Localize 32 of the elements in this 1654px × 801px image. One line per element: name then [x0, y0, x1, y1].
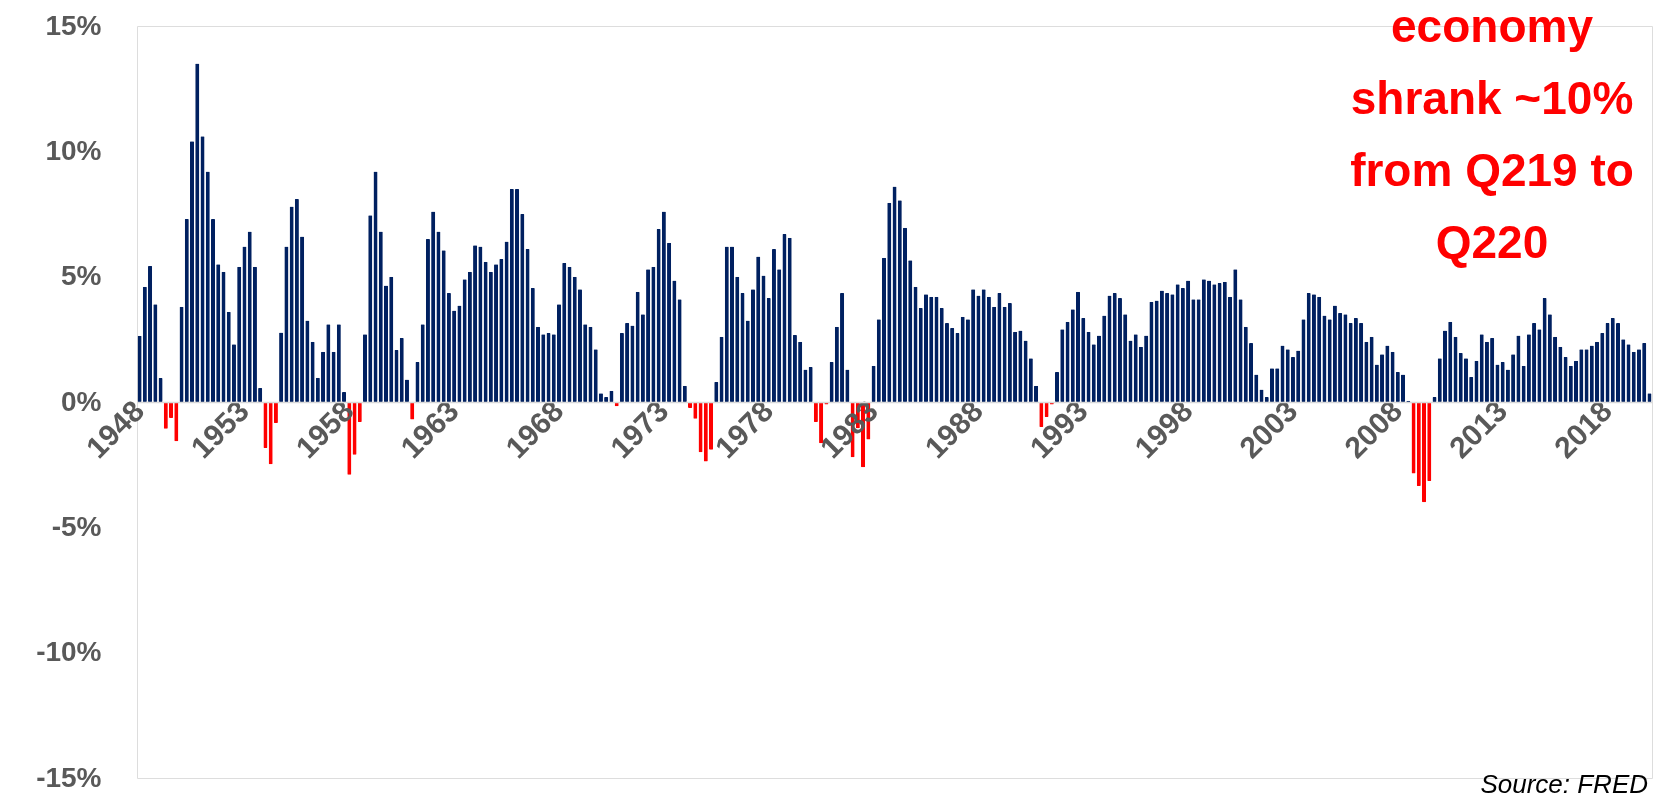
bar: [1248, 343, 1254, 402]
y-tick-label: -15%: [36, 761, 102, 793]
annotation: Source: FRED: [1480, 769, 1648, 799]
bar: [1615, 323, 1621, 402]
bar: [1075, 291, 1081, 402]
bar: [210, 219, 216, 402]
bar: [881, 257, 887, 402]
bar: [535, 326, 541, 402]
bar: [708, 402, 714, 450]
y-tick-label: 5%: [61, 260, 102, 292]
y-tick-label: -10%: [36, 636, 102, 668]
bar: [1594, 341, 1600, 402]
y-tick-label: 10%: [45, 134, 102, 166]
y-tick-label: -5%: [51, 510, 102, 542]
bar: [1573, 360, 1579, 402]
annotation: economy shrank ~10% from Q219 to Q220: [1350, 0, 1634, 268]
bar: [1400, 374, 1406, 402]
bar: [923, 294, 928, 402]
bar: [556, 304, 562, 402]
bar: [1227, 296, 1233, 402]
bar: [1269, 368, 1275, 402]
bar: [729, 246, 735, 402]
bar: [1096, 335, 1102, 402]
bar: [362, 334, 368, 402]
bar: [902, 227, 908, 402]
bar: [1442, 330, 1448, 402]
bar: [1054, 371, 1060, 402]
bar: [1421, 402, 1427, 503]
bar: [514, 188, 520, 402]
bar: [189, 141, 195, 402]
y-tick-label: 15%: [45, 9, 102, 41]
bar: [383, 285, 389, 402]
